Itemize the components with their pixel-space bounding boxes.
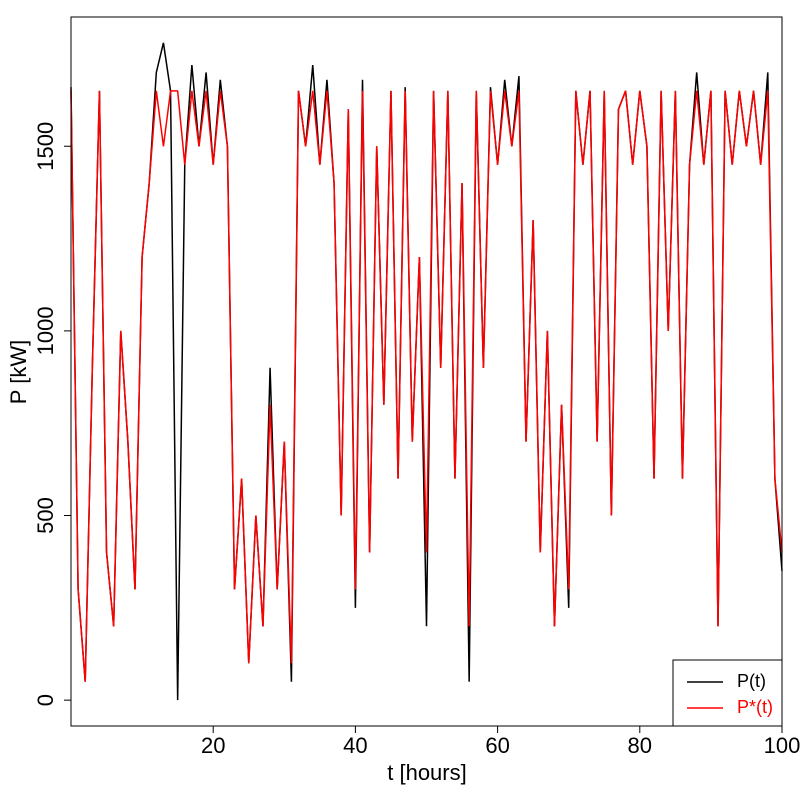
- x-tick-label: 100: [764, 733, 800, 758]
- x-tick-label: 20: [201, 733, 225, 758]
- legend-label: P*(t): [737, 697, 773, 717]
- x-axis-label: t [hours]: [387, 760, 466, 785]
- series-line: [70, 90, 783, 682]
- y-axis-label: P [kW]: [6, 340, 31, 404]
- x-tick-label: 80: [628, 733, 652, 758]
- y-tick-label: 0: [33, 694, 58, 706]
- x-tick-label: 40: [343, 733, 367, 758]
- y-tick-label: 1000: [33, 306, 58, 355]
- y-tick-label: 500: [33, 497, 58, 534]
- plot-frame: [70, 16, 783, 727]
- series-line: [70, 42, 783, 701]
- legend-label: P(t): [737, 671, 766, 691]
- legend-box: [672, 659, 783, 727]
- y-tick-label: 1500: [33, 122, 58, 171]
- x-tick-label: 60: [485, 733, 509, 758]
